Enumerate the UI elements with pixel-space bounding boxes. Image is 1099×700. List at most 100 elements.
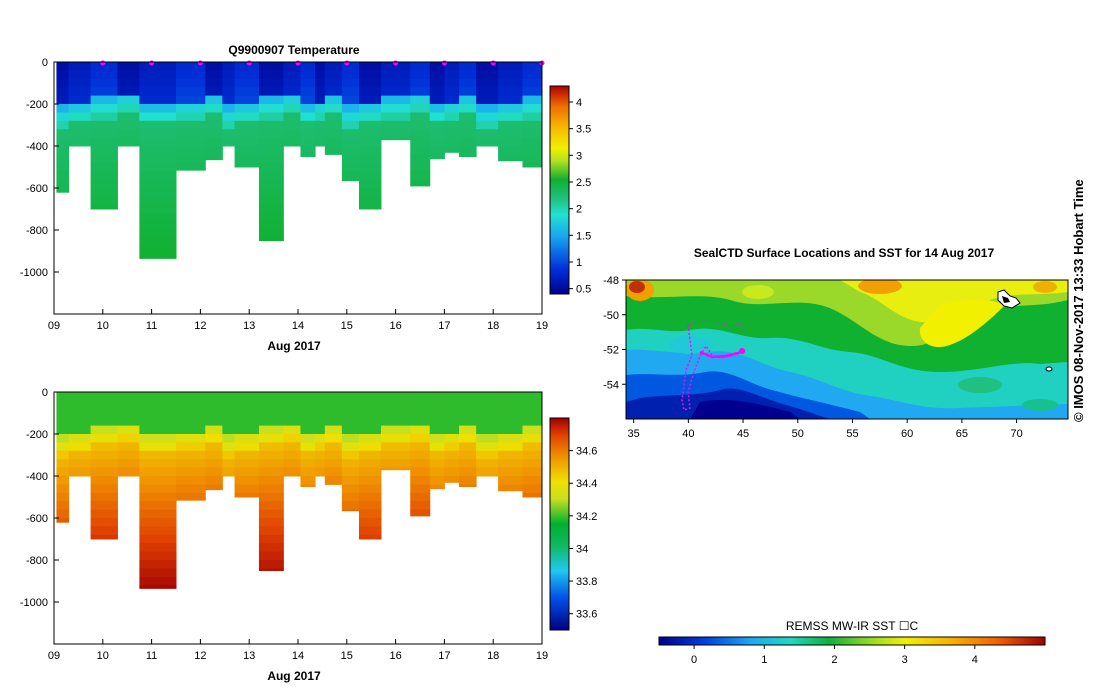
salinity-cell xyxy=(324,425,343,435)
salinity-cell xyxy=(139,400,177,410)
temperature-cell xyxy=(359,95,382,105)
temperature-cell xyxy=(176,137,206,147)
temperature-cell xyxy=(359,137,382,147)
temperature-cell xyxy=(359,70,382,80)
salinity-cell xyxy=(359,501,382,511)
x-tick-label: 09 xyxy=(48,650,60,662)
y-tick-label: -400 xyxy=(26,471,48,483)
salinity-cell xyxy=(324,392,343,401)
salinity-cell xyxy=(234,467,260,477)
salinity-cell xyxy=(359,400,382,410)
salinity-cell xyxy=(56,476,70,485)
salinity-cell xyxy=(380,450,411,460)
colorbar-tick-label: 3 xyxy=(576,150,582,162)
temperature-cell xyxy=(117,78,140,88)
temperature-cell xyxy=(429,70,445,80)
salinity-cell xyxy=(498,392,523,401)
temperature-cell xyxy=(205,120,223,130)
temperature-cell xyxy=(444,62,460,71)
temperature-title: Q9900907 Temperature xyxy=(228,43,360,57)
temperature-cell xyxy=(341,95,360,105)
temperature-cell xyxy=(258,188,284,197)
salinity-cell xyxy=(476,467,499,477)
temperature-cell xyxy=(315,129,326,139)
temperature-cell xyxy=(139,238,177,248)
temperature-cell xyxy=(68,62,92,71)
temperature-cell xyxy=(283,62,301,71)
temperature-cell xyxy=(258,162,284,172)
colorbar-tick-label: 33.8 xyxy=(576,576,597,588)
temperature-cell xyxy=(324,104,343,113)
salinity-cell xyxy=(429,417,445,427)
temperature-cell xyxy=(56,129,70,139)
salinity-cell xyxy=(444,400,460,410)
temperature-cell xyxy=(234,120,260,130)
y-tick-label: -200 xyxy=(26,429,48,441)
salinity-cell xyxy=(117,400,140,410)
temperature-cell xyxy=(315,62,326,71)
temperature-cell xyxy=(324,120,343,130)
salinity-cell xyxy=(139,568,177,578)
temperature-cell xyxy=(90,129,118,139)
temperature-cell xyxy=(234,162,260,168)
temperature-cell xyxy=(522,78,543,88)
salinity-cell xyxy=(359,450,382,460)
salinity-cell xyxy=(444,392,460,401)
temperature-cell xyxy=(341,112,360,122)
temperature-cell xyxy=(359,120,382,130)
salinity-cell xyxy=(444,417,460,427)
temperature-cell xyxy=(56,95,70,105)
salinity-cell xyxy=(205,392,223,401)
x-tick-label: 17 xyxy=(438,650,450,662)
temperature-y-axis: 0 -200 -400 -600 -800 -1000 xyxy=(20,57,59,279)
salinity-cell xyxy=(234,392,260,401)
temperature-cell xyxy=(476,129,499,139)
temperature-cell xyxy=(300,112,316,122)
temperature-cell xyxy=(117,129,140,139)
temperature-cell xyxy=(444,87,460,97)
temperature-cell xyxy=(459,137,477,147)
salinity-cell xyxy=(324,476,343,485)
temperature-cell xyxy=(139,154,177,164)
salinity-cell xyxy=(222,392,236,401)
map-y-tick-label: -48 xyxy=(603,275,619,287)
temperature-cell xyxy=(205,95,223,105)
map-x-tick-label: 45 xyxy=(737,428,749,440)
salinity-cell xyxy=(258,400,284,410)
salinity-cell xyxy=(498,476,523,485)
temperature-cell xyxy=(258,154,284,164)
sst-map-panel: SealCTD Surface Locations and SST for 14… xyxy=(603,246,1069,666)
temperature-cell xyxy=(341,70,360,80)
salinity-cell xyxy=(315,467,326,477)
salinity-cell xyxy=(359,425,382,435)
salinity-cell xyxy=(410,442,431,452)
salinity-cell xyxy=(139,476,177,485)
salinity-cell xyxy=(56,434,70,443)
temperature-cell xyxy=(68,70,92,80)
temperature-cell xyxy=(444,129,460,139)
temperature-cell xyxy=(258,221,284,231)
salinity-cell xyxy=(234,417,260,427)
salinity-cell xyxy=(90,417,118,427)
temperature-cell xyxy=(498,104,523,113)
salinity-cell xyxy=(341,450,360,460)
temperature-cell xyxy=(68,129,92,139)
salinity-cell xyxy=(258,560,284,569)
salinity-cell xyxy=(56,509,70,519)
salinity-cell xyxy=(498,484,523,492)
temperature-cell xyxy=(459,104,477,113)
salinity-cell xyxy=(380,442,411,452)
temperature-cell xyxy=(258,196,284,206)
profile-marker xyxy=(149,60,155,66)
temperature-cell xyxy=(56,78,70,88)
x-tick-label: 11 xyxy=(146,650,157,662)
temperature-cell xyxy=(410,78,431,88)
x-tick-label: 17 xyxy=(438,320,450,332)
salinity-cell xyxy=(205,400,223,410)
salinity-cell xyxy=(410,484,431,494)
salinity-cell xyxy=(300,400,316,410)
salinity-cell xyxy=(315,417,326,427)
salinity-cell xyxy=(222,459,236,469)
x-tick-label: 14 xyxy=(292,650,304,662)
salinity-cell xyxy=(498,434,523,443)
